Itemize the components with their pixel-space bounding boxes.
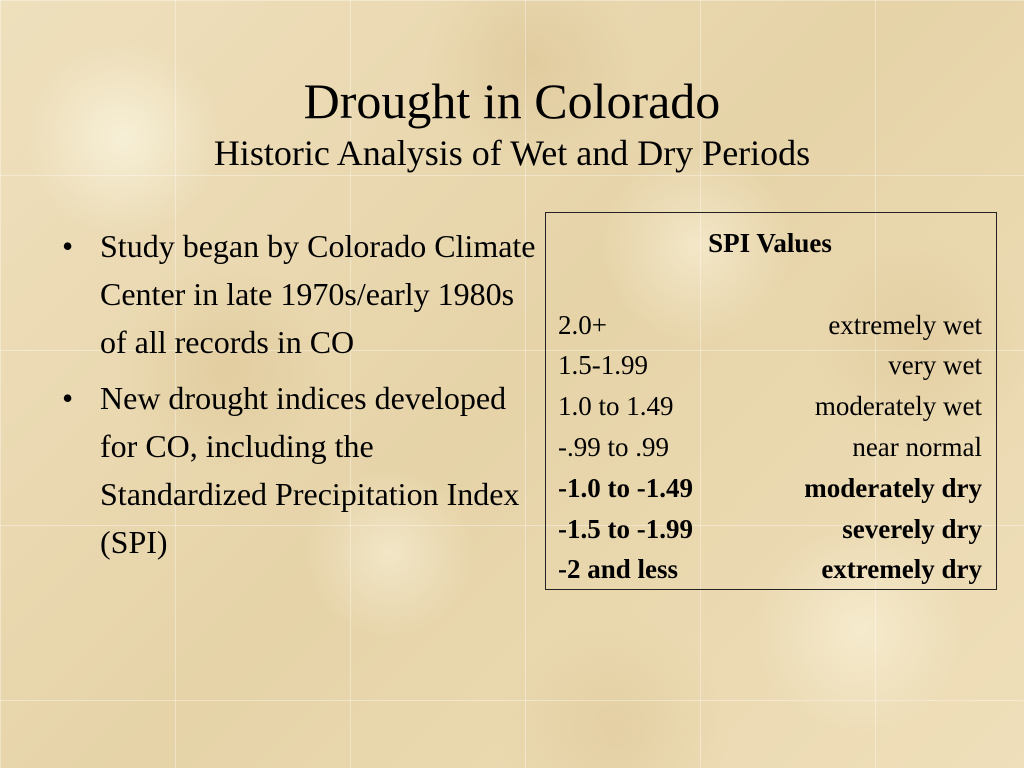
spi-range: -.99 to .99 <box>558 431 669 462</box>
bullet-text: Study began by Colorado Climate Center i… <box>100 228 536 360</box>
spi-row: 2.0+ extremely wet <box>558 305 982 346</box>
spi-category: moderately dry <box>804 472 982 503</box>
spi-range: 2.0+ <box>558 309 607 340</box>
spi-range: 1.5-1.99 <box>558 350 648 381</box>
bullet-marker-icon: • <box>62 380 74 416</box>
title-block: Drought in Colorado Historic Analysis of… <box>0 72 1024 174</box>
slide-title: Drought in Colorado <box>303 73 721 129</box>
spi-category: very wet <box>888 350 982 381</box>
spi-rows: 2.0+ extremely wet 1.5-1.99 very wet 1.0 to … <box>558 305 982 591</box>
spi-category: extremely wet <box>828 309 982 340</box>
spi-row: -.99 to .99 near normal <box>558 427 982 468</box>
spi-row: 1.5-1.99 very wet <box>558 345 982 386</box>
spi-range: -1.0 to -1.49 <box>558 472 693 503</box>
spi-category: near normal <box>852 431 982 462</box>
spi-spacer <box>558 264 982 305</box>
spi-range: -1.5 to -1.99 <box>558 513 693 544</box>
bullet-item: • Study began by Colorado Climate Center… <box>58 222 538 366</box>
spi-row: -1.5 to -1.99 severely dry <box>558 509 982 550</box>
spi-row: -1.0 to -1.49 moderately dry <box>558 468 982 509</box>
spi-category: extremely dry <box>821 554 982 585</box>
spi-category: severely dry <box>842 513 982 544</box>
bullet-list: • Study began by Colorado Climate Center… <box>58 222 538 574</box>
spi-row: 1.0 to 1.49 moderately wet <box>558 386 982 427</box>
spi-category: moderately wet <box>814 391 982 422</box>
spi-range: 1.0 to 1.49 <box>558 391 674 422</box>
spi-heading: SPI Values <box>708 228 832 258</box>
spi-row: -2 and less extremely dry <box>558 549 982 590</box>
bullet-text: New drought indices developed for CO, in… <box>100 380 520 560</box>
slide-subtitle: Historic Analysis of Wet and Dry Periods <box>213 133 811 173</box>
bullet-item: • New drought indices developed for CO, … <box>58 374 538 566</box>
spi-values-box: SPI Values 2.0+ extremely wet 1.5-1.99 very… <box>545 212 997 590</box>
bullet-marker-icon: • <box>62 228 74 264</box>
spi-range: -2 and less <box>558 554 679 585</box>
